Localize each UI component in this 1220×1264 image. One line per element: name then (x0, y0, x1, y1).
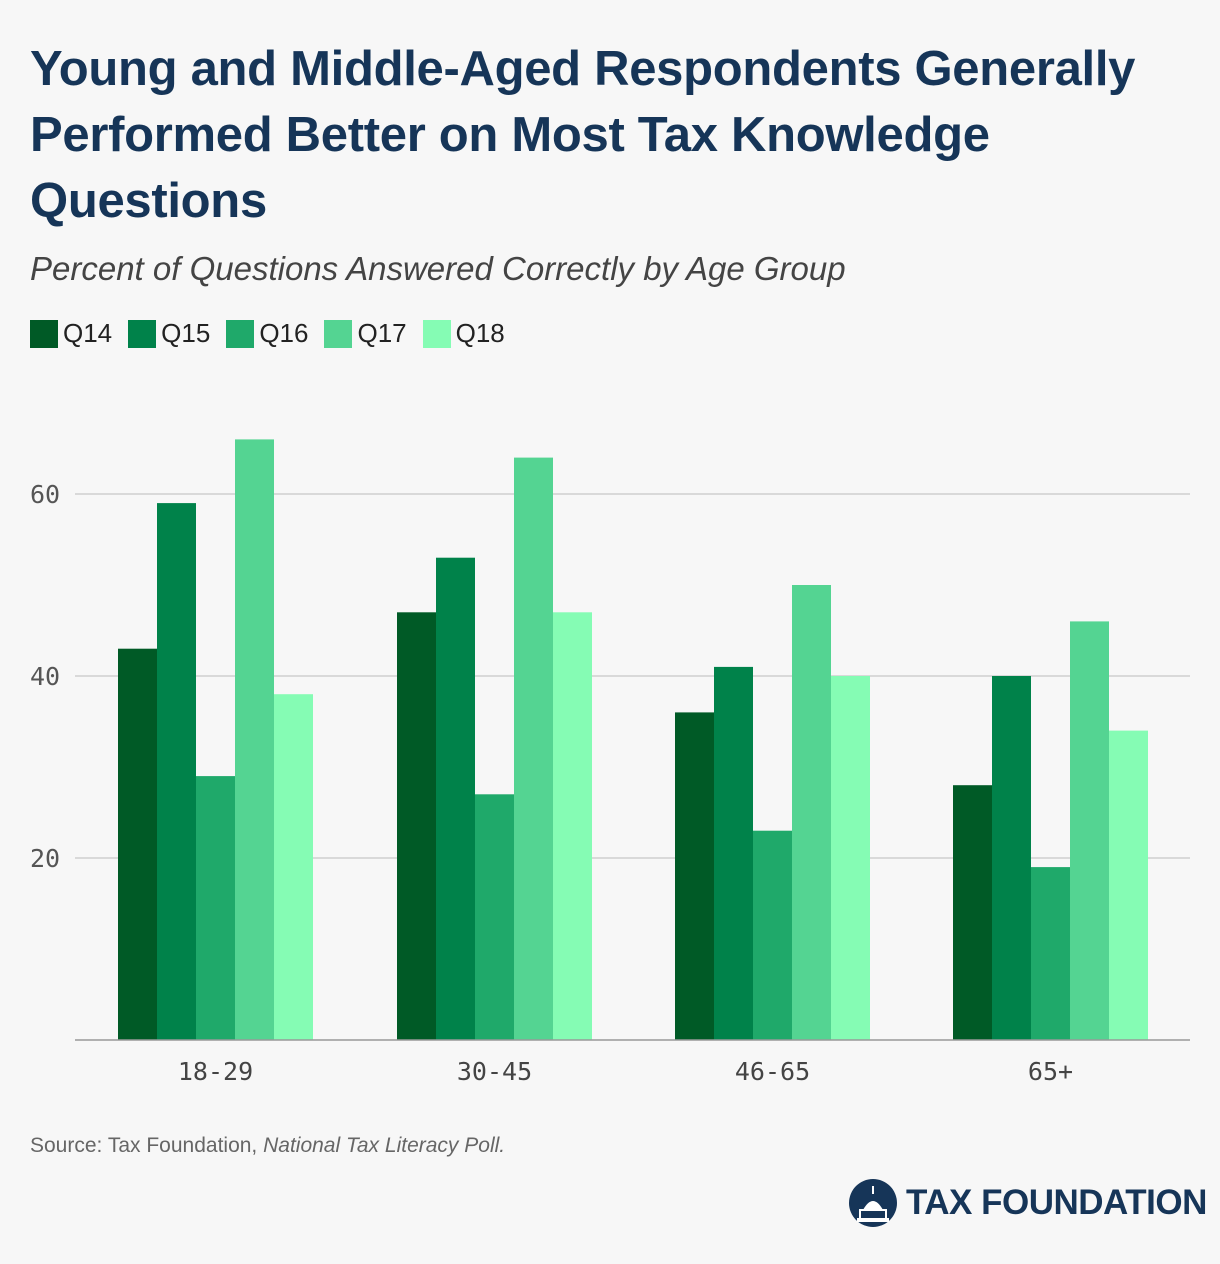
bar-q14-65+ (953, 785, 992, 1040)
legend-label-q14: Q14 (63, 318, 113, 348)
legend-item-q17: Q17 (324, 318, 407, 349)
legend-swatch-q17 (324, 319, 353, 348)
logo-text: TAX FOUNDATION (906, 1183, 1207, 1222)
legend-label-q16: Q16 (259, 318, 309, 348)
legend-swatch-q18 (422, 319, 451, 348)
bar-q16-30-45 (475, 794, 514, 1040)
legend-swatch-q15 (128, 319, 157, 348)
y-tick-label: 40 (30, 662, 60, 691)
legend-swatch-q14 (30, 319, 58, 348)
legend-item-q14: Q14 (30, 318, 112, 349)
bar-q17-46-65 (792, 585, 831, 1040)
bar-q18-18-29 (274, 694, 313, 1040)
bar-q14-46-65 (675, 712, 714, 1040)
source-prefix: Source: Tax Foundation, (30, 1134, 264, 1157)
y-tick-label: 60 (30, 480, 60, 509)
bar-q14-30-45 (397, 612, 436, 1040)
legend-label-q17: Q17 (357, 318, 407, 348)
legend-label-q18: Q18 (455, 318, 505, 348)
chart-subtitle: Percent of Questions Answered Correctly … (30, 250, 846, 287)
bar-q15-65+ (992, 676, 1031, 1040)
x-tick-label: 30-45 (457, 1057, 532, 1086)
legend-item-q18: Q18 (422, 318, 505, 349)
source-title: National Tax Literacy Poll. (263, 1134, 506, 1157)
legend-label-q15: Q15 (161, 318, 211, 348)
bar-chart: 20 40 60 18-29 30-45 46-65 65+ (30, 439, 1190, 1086)
legend-item-q16: Q16 (226, 318, 308, 349)
x-tick-label: 65+ (1028, 1057, 1073, 1086)
bar-q16-65+ (1031, 867, 1070, 1040)
bar-q18-65+ (1109, 730, 1148, 1040)
bar-q17-30-45 (514, 457, 553, 1041)
bar-q18-46-65 (831, 676, 870, 1040)
capitol-dome-icon (849, 1179, 897, 1227)
legend-swatch-q16 (226, 319, 255, 348)
bar-q15-30-45 (436, 557, 475, 1040)
bar-q15-46-65 (714, 666, 753, 1040)
x-tick-label: 18-29 (178, 1057, 253, 1086)
x-tick-label: 46-65 (735, 1057, 810, 1086)
bar-q17-65+ (1070, 621, 1109, 1040)
source-note: Source: Tax Foundation, National Tax Lit… (30, 1134, 505, 1158)
bar-q15-18-29 (157, 503, 196, 1041)
y-tick-label: 20 (30, 844, 60, 873)
bar-q16-18-29 (196, 776, 235, 1040)
bar-q16-46-65 (753, 830, 792, 1040)
bar-q18-30-45 (553, 612, 592, 1040)
bar-q17-18-29 (235, 439, 274, 1040)
tax-foundation-logo: TAX FOUNDATION (848, 1178, 1207, 1228)
bar-q14-18-29 (118, 648, 157, 1040)
chart-title: Young and Middle-Aged Respondents Genera… (30, 42, 1136, 228)
legend-item-q15: Q15 (128, 318, 210, 349)
legend: Q14 Q15 Q16 Q17 Q18 (30, 318, 521, 349)
